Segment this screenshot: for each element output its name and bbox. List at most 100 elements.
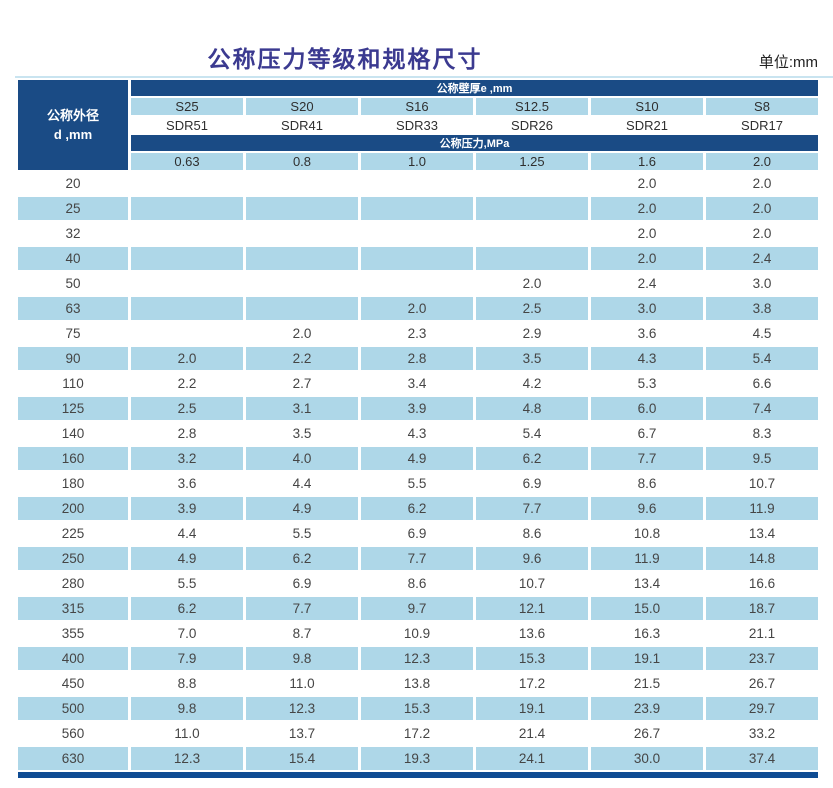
table-row: 32 2.0 2.0 [18, 222, 818, 245]
thickness-cell: 4.5 [706, 322, 818, 345]
diameter-cell: 450 [18, 672, 128, 695]
pressure-value-row: 0.63 0.8 1.0 1.25 1.6 2.0 [18, 153, 818, 170]
thickness-cell: 2.0 [706, 172, 818, 195]
thickness-cell: 2.0 [591, 172, 703, 195]
thickness-cell: 12.3 [246, 697, 358, 720]
thickness-cell: 8.6 [476, 522, 588, 545]
thickness-cell: 13.8 [361, 672, 473, 695]
thickness-cell: 2.0 [591, 197, 703, 220]
table-row: 25 2.0 2.0 [18, 197, 818, 220]
diameter-cell: 32 [18, 222, 128, 245]
table-row: 315 6.2 7.7 9.7 12.1 15.0 18.7 [18, 597, 818, 620]
spec-table-head: 公称外径 d ,mm 公称壁厚e ,mm S25 S20 S16 S12.5 S… [18, 80, 818, 170]
thickness-cell [476, 222, 588, 245]
spec-table-body: 20 2.0 2.0 25 2.0 2.0 32 2.0 2.0 40 2.0 2.4 50 2.0 2.4… [18, 172, 818, 770]
thickness-cell: 6.2 [131, 597, 243, 620]
thickness-cell [361, 272, 473, 295]
thickness-cell: 19.1 [591, 647, 703, 670]
thickness-cell: 26.7 [706, 672, 818, 695]
thickness-cell [476, 197, 588, 220]
thickness-cell: 6.2 [361, 497, 473, 520]
thickness-cell: 23.7 [706, 647, 818, 670]
table-row: 40 2.0 2.4 [18, 247, 818, 270]
thickness-cell: 26.7 [591, 722, 703, 745]
thickness-cell: 5.3 [591, 372, 703, 395]
thickness-cell: 17.2 [476, 672, 588, 695]
thickness-cell: 2.0 [706, 222, 818, 245]
thickness-cell [131, 322, 243, 345]
diameter-cell: 63 [18, 297, 128, 320]
diameter-cell: 250 [18, 547, 128, 570]
sdr-label-cell: SDR26 [476, 117, 588, 133]
thickness-cell: 6.0 [591, 397, 703, 420]
thickness-cell: 10.7 [476, 572, 588, 595]
thickness-cell: 2.8 [361, 347, 473, 370]
thickness-cell [361, 197, 473, 220]
thickness-cell [131, 272, 243, 295]
sdr-label-cell: SDR51 [131, 117, 243, 133]
sdr-label-row: SDR51 SDR41 SDR33 SDR26 SDR21 SDR17 [18, 117, 818, 133]
table-row: 75 2.0 2.3 2.9 3.6 4.5 [18, 322, 818, 345]
thickness-cell: 5.4 [706, 347, 818, 370]
table-wrap: 公称外径 d ,mm 公称壁厚e ,mm S25 S20 S16 S12.5 S… [15, 76, 833, 778]
sdr-label-cell: SDR17 [706, 117, 818, 133]
diameter-cell: 125 [18, 397, 128, 420]
thickness-cell: 2.2 [246, 347, 358, 370]
thickness-cell: 3.5 [246, 422, 358, 445]
diameter-header: 公称外径 d ,mm [18, 80, 128, 170]
diameter-cell: 110 [18, 372, 128, 395]
table-row: 110 2.2 2.7 3.4 4.2 5.3 6.6 [18, 372, 818, 395]
thickness-cell: 13.7 [246, 722, 358, 745]
thickness-cell [246, 247, 358, 270]
thickness-cell: 7.0 [131, 622, 243, 645]
thickness-cell: 15.3 [476, 647, 588, 670]
thickness-cell: 14.8 [706, 547, 818, 570]
thickness-cell: 6.2 [246, 547, 358, 570]
thickness-cell: 11.9 [591, 547, 703, 570]
pressure-value-cell: 1.6 [591, 153, 703, 170]
diameter-cell: 75 [18, 322, 128, 345]
thickness-cell: 19.3 [361, 747, 473, 770]
thickness-cell: 3.9 [131, 497, 243, 520]
diameter-cell: 355 [18, 622, 128, 645]
thickness-cell: 16.6 [706, 572, 818, 595]
s-label-cell: S20 [246, 98, 358, 115]
thickness-cell: 18.7 [706, 597, 818, 620]
thickness-cell: 2.8 [131, 422, 243, 445]
thickness-cell: 11.9 [706, 497, 818, 520]
diameter-cell: 500 [18, 697, 128, 720]
thickness-cell: 4.3 [361, 422, 473, 445]
table-row: 355 7.0 8.7 10.9 13.6 16.3 21.1 [18, 622, 818, 645]
thickness-cell: 2.3 [361, 322, 473, 345]
wall-thickness-band: 公称壁厚e ,mm [131, 80, 818, 96]
diameter-cell: 400 [18, 647, 128, 670]
thickness-cell: 4.0 [246, 447, 358, 470]
diameter-cell: 630 [18, 747, 128, 770]
thickness-cell: 3.2 [131, 447, 243, 470]
thickness-cell [131, 297, 243, 320]
s-label-cell: S12.5 [476, 98, 588, 115]
thickness-cell: 15.3 [361, 697, 473, 720]
pressure-value-cell: 0.63 [131, 153, 243, 170]
s-label-cell: S16 [361, 98, 473, 115]
pressure-value-cell: 1.25 [476, 153, 588, 170]
pressure-band: 公称压力,MPa [131, 135, 818, 151]
thickness-cell: 3.8 [706, 297, 818, 320]
pressure-value-cell: 2.0 [706, 153, 818, 170]
thickness-cell: 9.8 [131, 697, 243, 720]
thickness-cell: 9.8 [246, 647, 358, 670]
thickness-cell: 15.4 [246, 747, 358, 770]
unit-label: 单位:mm [758, 54, 818, 71]
thickness-cell: 2.0 [706, 197, 818, 220]
thickness-cell: 21.1 [706, 622, 818, 645]
diameter-cell: 225 [18, 522, 128, 545]
diameter-cell: 315 [18, 597, 128, 620]
thickness-cell: 21.5 [591, 672, 703, 695]
thickness-cell: 3.1 [246, 397, 358, 420]
diameter-cell: 560 [18, 722, 128, 745]
thickness-cell: 2.4 [706, 247, 818, 270]
top-divider [15, 76, 833, 78]
table-row: 225 4.4 5.5 6.9 8.6 10.8 13.4 [18, 522, 818, 545]
thickness-cell [361, 222, 473, 245]
thickness-cell [476, 172, 588, 195]
